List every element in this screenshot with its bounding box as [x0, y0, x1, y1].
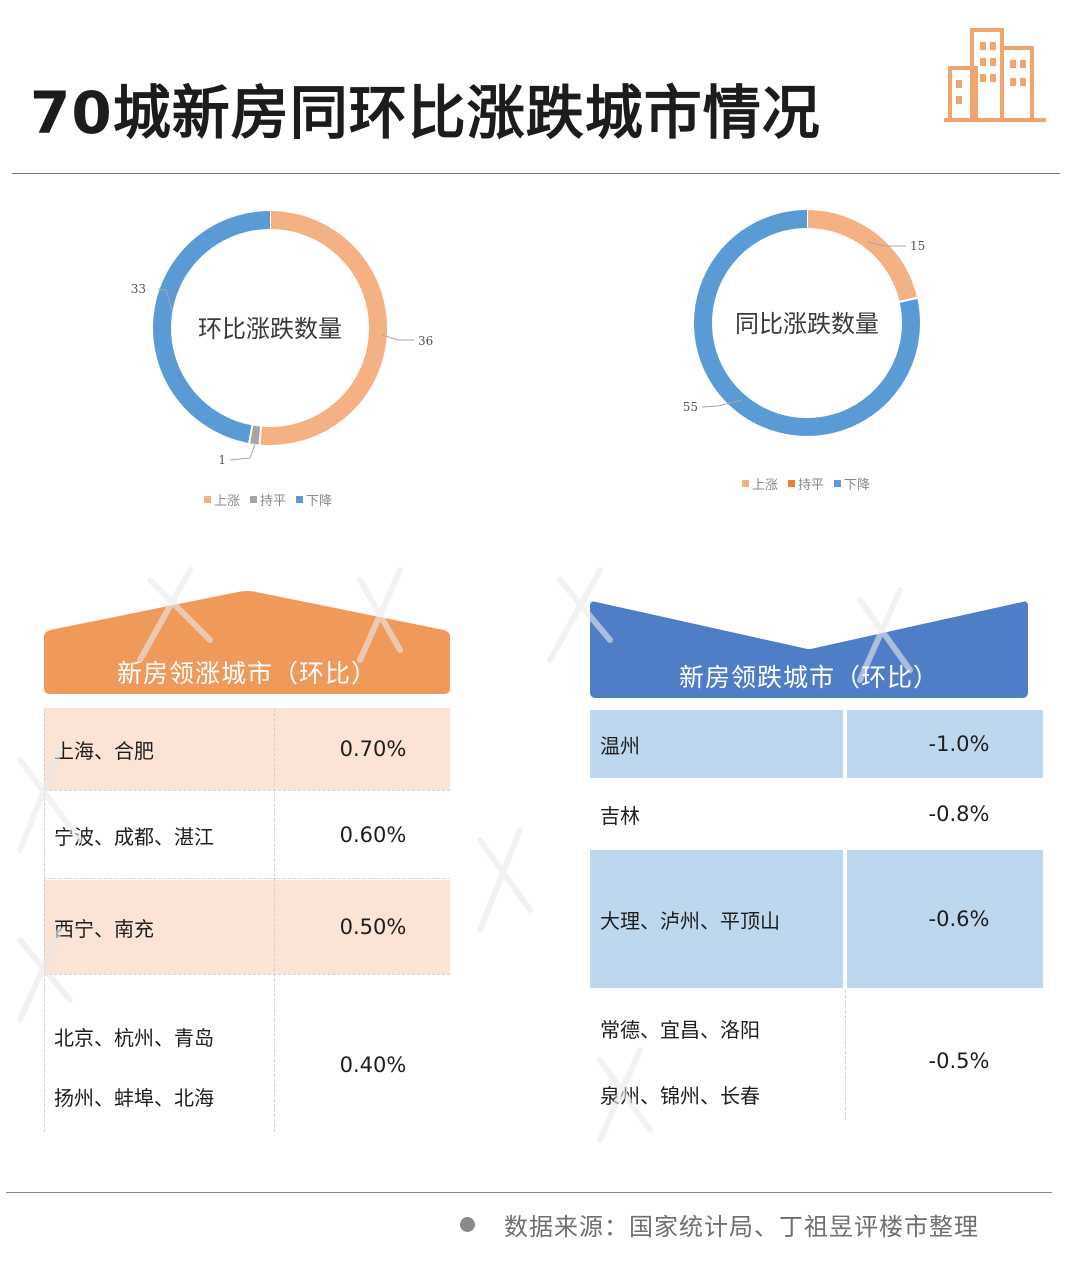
rise-row-4-value: 0.40%	[339, 1053, 407, 1077]
fall-column-divider	[845, 990, 846, 1120]
donut-1-slice-持平	[249, 425, 262, 445]
donut-2-data-label: 55	[683, 400, 698, 414]
fall-row-4-cities-b: 泉州、锦州、长春	[600, 1083, 760, 1108]
donut-1-separator	[258, 426, 263, 445]
donut-2-data-label: 15	[910, 239, 925, 253]
page-title: 70城新房同环比涨跌城市情况	[30, 79, 821, 147]
rise-banner-title: 新房领涨城市（环比）	[116, 659, 377, 688]
legend-swatch-icon	[788, 480, 796, 487]
rise-row-2-cities: 宁波、成都、湛江	[54, 824, 214, 849]
fall-row-3-value: -0.6%	[928, 907, 990, 931]
rise-row-4-cities-a: 北京、杭州、青岛	[54, 1025, 214, 1050]
rise-divider	[44, 790, 450, 791]
fall-row-2-cities: 吉林	[600, 803, 640, 828]
fall-row-4-value: -0.5%	[928, 1049, 990, 1073]
rise-row-2-value: 0.60%	[339, 823, 407, 847]
yoy-donut-chart: 同比涨跌数量 15 55	[683, 210, 925, 436]
rise-row-4-cities-b: 扬州、蚌埠、北海	[54, 1085, 214, 1110]
donut-1-separator	[248, 425, 254, 444]
fall-row-3-cities: 大理、泸州、平顶山	[600, 908, 780, 933]
mom-donut-chart: 环比涨跌数量 36 1 33	[131, 211, 433, 467]
legend-1-item: 上涨	[204, 490, 240, 509]
buildings-icon	[944, 28, 1046, 122]
donut-2-separator	[899, 296, 918, 303]
legend-1-item: 下降	[296, 490, 332, 509]
legend-swatch-icon	[296, 496, 304, 503]
donut-2-leader-line	[701, 399, 743, 408]
legend-label: 持平	[260, 494, 287, 509]
donut-2-slice-上涨	[806, 210, 918, 303]
fall-row-3-bg-right	[847, 850, 1043, 988]
donut-1-data-label: 36	[418, 334, 433, 348]
legend-swatch-icon	[834, 480, 842, 487]
rise-divider	[44, 974, 450, 975]
fall-row-4-cities-a: 常德、宜昌、洛阳	[600, 1017, 760, 1042]
footer-divider	[6, 1192, 1052, 1193]
legend-swatch-icon	[204, 496, 211, 503]
fall-banner-title: 新房领跌城市（环比）	[678, 663, 939, 692]
legend-swatch-icon	[742, 480, 749, 487]
rise-left-border	[44, 708, 45, 1132]
mom-donut-legend: 上涨 持平 下降	[204, 490, 332, 509]
legend-2-item: 上涨	[742, 474, 778, 493]
donut-1-data-label: 33	[131, 282, 146, 296]
fall-row-1-cities: 温州	[600, 733, 640, 758]
legend-label: 持平	[798, 478, 825, 493]
legend-2-item: 持平	[788, 474, 824, 493]
donut-1-slice-下降	[153, 211, 271, 444]
legend-label: 上涨	[752, 478, 779, 493]
rise-row-1-cities: 上海、合肥	[54, 738, 154, 763]
fall-row-2-value: -0.8%	[928, 802, 990, 826]
rise-row-1-value: 0.70%	[339, 737, 407, 761]
legend-1-item: 持平	[250, 490, 286, 509]
rise-row-3-value: 0.50%	[339, 915, 407, 939]
fall-row-1-value: -1.0%	[928, 732, 990, 756]
legend-2-item: 下降	[834, 474, 870, 493]
rise-divider	[44, 878, 450, 879]
donut-1-center-title: 环比涨跌数量	[198, 315, 342, 343]
rise-column-divider	[274, 708, 275, 1132]
donut-1-leader-line	[157, 288, 173, 311]
donut-1-data-label: 1	[218, 453, 226, 467]
fall-row-1-bg-left	[590, 710, 843, 778]
donut-2-center-title: 同比涨跌数量	[735, 310, 879, 338]
legend-swatch-icon	[250, 496, 258, 503]
data-source: 数据来源：国家统计局、丁祖昱评楼市整理	[504, 1213, 979, 1241]
legend-label: 下降	[844, 478, 871, 493]
donut-2-leader-line	[867, 241, 906, 247]
donut-1-slice-上涨	[259, 211, 387, 445]
legend-label: 下降	[306, 494, 333, 509]
donut-1-leader-line	[381, 334, 414, 341]
fall-row-1-bg-right	[847, 710, 1043, 778]
bullet-dot-icon	[460, 1217, 475, 1232]
rise-row-3-cities: 西宁、南充	[54, 916, 154, 941]
donut-1-leader-line	[229, 435, 259, 461]
donut-2-slice-下降	[694, 210, 920, 436]
yoy-donut-legend: 上涨 持平 下降	[742, 474, 870, 493]
legend-label: 上涨	[214, 494, 241, 509]
title-divider	[12, 173, 1060, 174]
